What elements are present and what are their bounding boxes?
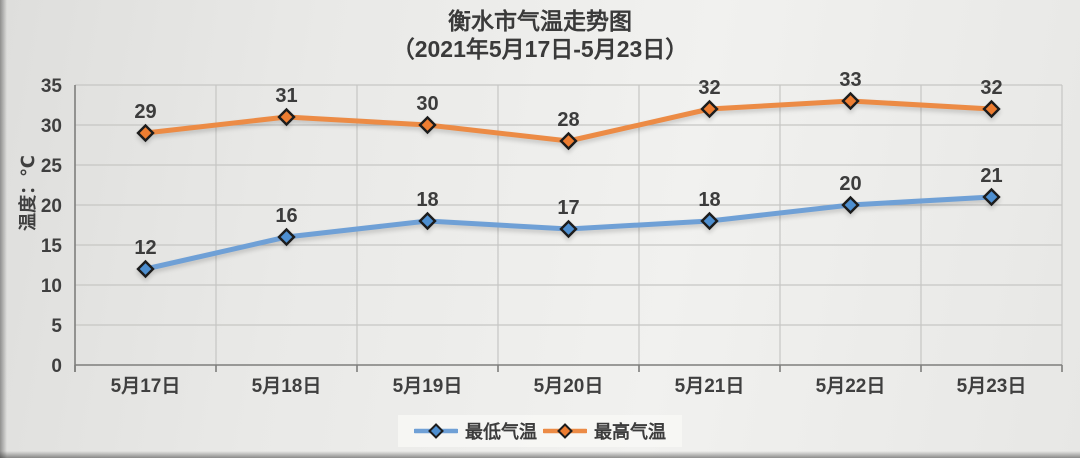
series-max-temp	[136, 91, 1001, 151]
x-category-label: 5月22日	[816, 376, 886, 397]
y-tick-label: 10	[41, 276, 62, 297]
x-category-label: 5月19日	[393, 376, 463, 397]
min-temp-data-label: 20	[839, 173, 861, 195]
min-temp-data-label: 21	[980, 165, 1002, 187]
min-temp-marker-diamond	[841, 195, 860, 215]
y-axis-title: 温度：℃	[18, 155, 38, 231]
max-temp-data-label: 33	[839, 69, 861, 91]
legend-label-max-temp: 最高气温	[594, 422, 666, 442]
min-temp-marker-diamond	[277, 227, 296, 247]
max-temp-marker-diamond	[841, 91, 860, 111]
y-tick-label: 20	[41, 196, 62, 217]
max-temp-data-label: 32	[698, 77, 720, 99]
min-temp-data-label: 12	[134, 237, 156, 259]
max-temp-data-label: 30	[416, 93, 438, 115]
max-temp-data-label: 29	[134, 101, 156, 123]
y-tick-label: 30	[41, 116, 62, 137]
y-tick-label: 0	[51, 356, 62, 377]
max-temp-marker-diamond	[418, 115, 437, 135]
max-temp-marker-diamond	[700, 99, 719, 119]
min-temp-marker-diamond	[559, 219, 578, 239]
y-tick-label: 25	[41, 156, 63, 177]
chart-title: 衡水市气温走势图	[448, 8, 632, 34]
x-category-label: 5月21日	[675, 376, 745, 397]
min-temp-marker-diamond	[700, 211, 719, 231]
legend-marker-max-temp-icon	[543, 423, 587, 439]
max-temp-data-label: 32	[980, 77, 1002, 99]
min-temp-data-label: 17	[557, 197, 579, 219]
max-temp-data-label: 28	[557, 109, 579, 131]
x-category-label: 5月20日	[534, 376, 604, 397]
max-temp-marker-diamond	[277, 107, 296, 127]
y-tick-label: 35	[41, 76, 63, 97]
chart-legend: 最低气温 最高气温	[398, 415, 682, 447]
chart-title-block: 衡水市气温走势图 （2021年5月17日-5月23日）	[0, 7, 1080, 63]
x-category-label: 5月23日	[957, 376, 1027, 397]
min-temp-data-label: 18	[698, 189, 720, 211]
max-temp-data-label: 31	[275, 85, 297, 107]
series-min-temp	[136, 187, 1001, 279]
min-temp-marker-diamond	[982, 187, 1001, 207]
min-temp-data-label: 16	[275, 205, 297, 227]
x-category-label: 5月18日	[252, 376, 322, 397]
x-category-label: 5月17日	[111, 376, 181, 397]
y-tick-label: 15	[41, 236, 63, 257]
legend-item-max-temp: 最高气温	[543, 418, 666, 444]
min-temp-marker-diamond	[418, 211, 437, 231]
max-temp-marker-diamond	[982, 99, 1001, 119]
legend-label-min-temp: 最低气温	[465, 422, 537, 442]
legend-item-min-temp: 最低气温	[414, 418, 537, 444]
min-temp-marker-diamond	[136, 259, 155, 279]
max-temp-marker-diamond	[559, 131, 578, 151]
max-temp-marker-diamond	[136, 123, 155, 143]
chart-subtitle: （2021年5月17日-5月23日）	[391, 36, 689, 62]
min-temp-data-label: 18	[416, 189, 438, 211]
y-tick-label: 5	[51, 316, 62, 337]
legend-marker-min-temp-icon	[414, 423, 458, 439]
